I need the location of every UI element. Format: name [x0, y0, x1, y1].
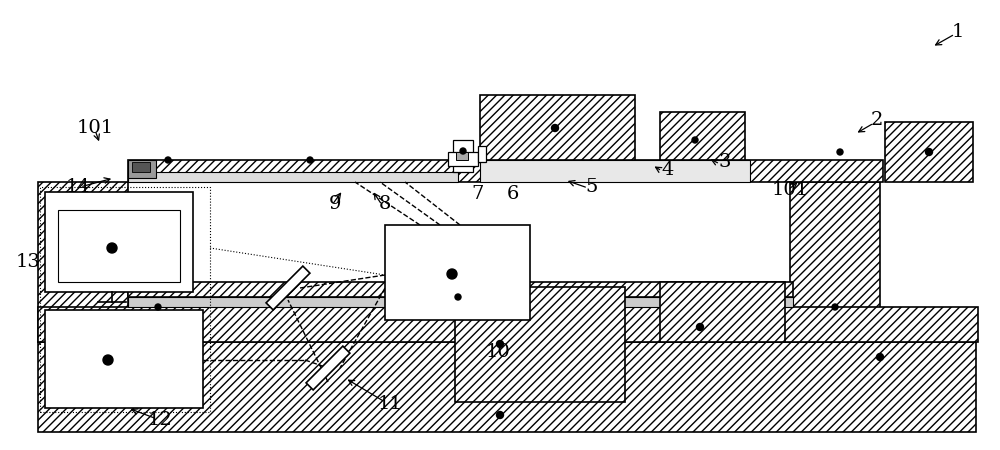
- Circle shape: [926, 148, 932, 156]
- Circle shape: [107, 243, 117, 253]
- Circle shape: [832, 304, 838, 310]
- Bar: [885, 122, 973, 182]
- Text: 101: 101: [771, 181, 809, 199]
- Bar: [40, 187, 210, 412]
- Text: 8: 8: [379, 195, 391, 213]
- Circle shape: [837, 149, 843, 155]
- Text: 1: 1: [952, 23, 964, 41]
- Text: 4: 4: [662, 161, 674, 179]
- Bar: [58, 210, 180, 282]
- Circle shape: [103, 355, 113, 365]
- Circle shape: [307, 157, 313, 163]
- Circle shape: [496, 341, 504, 347]
- Bar: [38, 182, 128, 342]
- Text: 5: 5: [586, 178, 598, 196]
- Circle shape: [876, 354, 884, 360]
- Polygon shape: [266, 266, 310, 310]
- Bar: [128, 160, 883, 182]
- Text: 10: 10: [486, 343, 510, 361]
- Circle shape: [496, 411, 504, 418]
- Text: 7: 7: [472, 185, 484, 203]
- Text: 11: 11: [378, 395, 402, 413]
- Bar: [660, 282, 785, 342]
- Bar: [790, 182, 880, 342]
- Circle shape: [692, 137, 698, 143]
- Circle shape: [455, 294, 461, 300]
- Text: 3: 3: [719, 153, 731, 171]
- Circle shape: [165, 157, 171, 163]
- Bar: [478, 146, 486, 162]
- Text: 9: 9: [329, 195, 341, 213]
- Bar: [45, 192, 193, 292]
- Text: 14: 14: [66, 178, 90, 196]
- Bar: [38, 342, 976, 432]
- Circle shape: [155, 304, 161, 310]
- Circle shape: [447, 269, 457, 279]
- Text: 101: 101: [76, 119, 114, 137]
- Bar: [128, 297, 793, 307]
- Bar: [385, 225, 530, 320]
- Bar: [132, 162, 150, 172]
- Polygon shape: [306, 346, 350, 390]
- Bar: [456, 152, 468, 160]
- Text: 13: 13: [16, 253, 40, 271]
- Bar: [45, 310, 203, 408]
- Text: 6: 6: [507, 185, 519, 203]
- Bar: [448, 152, 478, 166]
- Circle shape: [696, 324, 704, 330]
- Bar: [128, 160, 156, 178]
- Bar: [660, 112, 745, 160]
- Bar: [38, 307, 978, 342]
- Bar: [480, 160, 750, 182]
- Text: 12: 12: [148, 411, 172, 429]
- Circle shape: [552, 125, 558, 131]
- Bar: [128, 172, 458, 182]
- Bar: [455, 287, 625, 402]
- Bar: [453, 140, 473, 172]
- Circle shape: [460, 148, 466, 154]
- Bar: [480, 95, 635, 160]
- Text: 2: 2: [871, 111, 883, 129]
- Bar: [128, 282, 793, 297]
